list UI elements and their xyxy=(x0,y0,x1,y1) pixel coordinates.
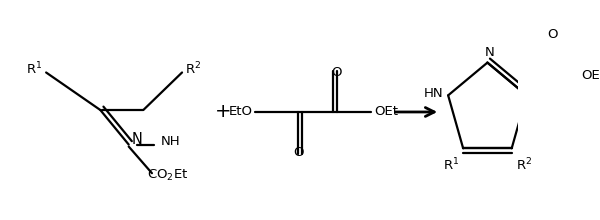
Text: O: O xyxy=(332,66,342,79)
Text: R$^2$: R$^2$ xyxy=(516,156,532,173)
Text: CO$_2$Et: CO$_2$Et xyxy=(147,168,188,183)
Text: NH: NH xyxy=(161,134,180,148)
Text: OEt: OEt xyxy=(374,105,398,119)
Text: EtO: EtO xyxy=(229,105,253,119)
Text: O: O xyxy=(293,146,304,159)
Text: HN: HN xyxy=(424,87,443,100)
Text: +: + xyxy=(215,103,232,121)
Text: R$^1$: R$^1$ xyxy=(443,156,459,173)
Text: R$^1$: R$^1$ xyxy=(26,61,43,77)
Text: N: N xyxy=(131,132,142,147)
Text: N: N xyxy=(484,46,494,59)
Text: O: O xyxy=(547,28,558,41)
Text: R$^2$: R$^2$ xyxy=(185,61,201,77)
Text: OEt: OEt xyxy=(581,69,600,82)
